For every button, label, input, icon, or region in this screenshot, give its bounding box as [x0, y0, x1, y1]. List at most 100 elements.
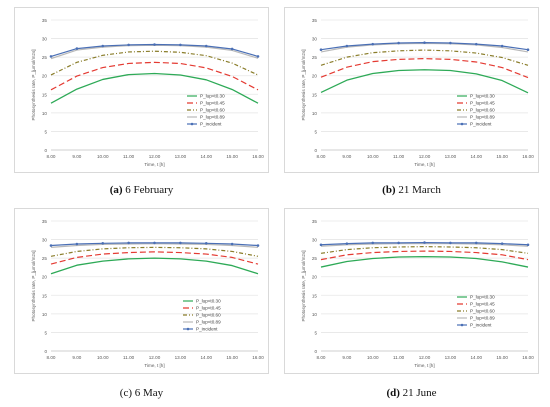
- y-tick-label: 35: [42, 219, 48, 224]
- data-point: [256, 244, 260, 247]
- legend-label: P_lup<t0.30: [470, 295, 495, 300]
- x-tick-label: 9.00: [72, 355, 81, 360]
- caption-a-text: 6 February: [122, 184, 174, 196]
- data-point: [474, 42, 478, 46]
- data-point: [319, 243, 323, 247]
- y-tick-label: 35: [312, 219, 318, 224]
- series-line-1: [320, 69, 529, 94]
- x-tick-label: 10.00: [367, 154, 379, 159]
- x-tick-label: 8.00: [47, 355, 56, 360]
- data-point: [526, 243, 530, 247]
- x-tick-label: 10.00: [97, 355, 109, 360]
- x-tick-label: 9.00: [342, 355, 351, 360]
- legend-label: P_lup<t0.60: [196, 313, 221, 318]
- y-tick-label: 10: [312, 111, 318, 116]
- x-tick-label: 8.00: [317, 154, 326, 159]
- y-tick-label: 10: [312, 312, 318, 317]
- data-point: [204, 44, 208, 48]
- legend-label: P_lup<t0.89: [196, 320, 221, 325]
- caption-b: (b) 21 March: [279, 184, 544, 196]
- caption-b-letter: (b): [382, 184, 396, 196]
- chart-panel-a: 0 5 10 15 20 25 30 35 8.00 9.00 10.00 11.00 12.00 13.…: [14, 7, 269, 173]
- data-point: [449, 41, 452, 45]
- series-line-2: [50, 251, 259, 265]
- y-axis-label: Photosynthesis rate, P_[μmol/m2s]: [301, 49, 306, 120]
- series-line-5: [50, 43, 259, 57]
- y-tick-label: 25: [312, 55, 318, 60]
- y-tick-label: 5: [44, 129, 47, 134]
- legend-label: P_incident: [470, 323, 492, 328]
- y-tick-label: 15: [312, 293, 318, 298]
- series-line-3: [50, 246, 259, 257]
- series-line-2: [50, 61, 259, 91]
- legend-label: P_lup<t0.45: [470, 302, 495, 307]
- data-point: [526, 48, 530, 52]
- x-tick-label: 15.00: [226, 154, 238, 159]
- data-point: [230, 47, 234, 51]
- series-line-1: [50, 72, 259, 104]
- legend-label: P_lup<t0.89: [200, 115, 225, 120]
- series-line-3: [50, 50, 259, 76]
- x-tick-label: 11.00: [393, 154, 405, 159]
- data-point: [179, 241, 182, 245]
- x-tick-label: 11.00: [123, 154, 135, 159]
- caption-b-text: 21 March: [395, 184, 441, 196]
- data-point: [75, 47, 79, 50]
- caption-a-letter: (a): [109, 184, 123, 196]
- y-tick-label: 0: [44, 148, 47, 153]
- x-tick-label: 16.00: [522, 154, 534, 159]
- chart-panel-b: 0 5 10 15 20 25 30 35 8.00 9.00 10.00 11.00 12.00 13.…: [284, 7, 539, 173]
- y-tick-label: 20: [42, 74, 48, 79]
- x-tick-label: 9.00: [72, 154, 81, 159]
- data-point: [179, 43, 182, 47]
- x-tick-label: 14.00: [201, 154, 213, 159]
- x-tick-label: 8.00: [47, 154, 56, 159]
- y-tick-label: 25: [42, 256, 48, 261]
- data-point: [345, 242, 349, 245]
- legend-label: P_incident: [200, 122, 222, 127]
- chart-svg-b: 0 5 10 15 20 25 30 35 8.00 9.00 10.00 11.00 12.00 13.…: [301, 18, 534, 167]
- legend-label: P_lup<t0.89: [470, 316, 495, 321]
- x-tick-label: 14.00: [471, 355, 483, 360]
- series-line-2: [320, 58, 529, 79]
- data-point: [474, 241, 478, 245]
- data-point: [371, 241, 375, 245]
- caption-d-letter: (d): [386, 387, 400, 399]
- chart-svg-a: 0 5 10 15 20 25 30 35 8.00 9.00 10.00 11.00 12.00 13.…: [31, 18, 264, 167]
- y-axis-label: Photosynthesis rate, P_[μmol/m2s]: [31, 49, 36, 120]
- chart-panel-d: 0 5 10 15 20 25 30 35 8.00 9.00 10.00 11.00 12.00 13.…: [284, 208, 539, 374]
- legend-label: P_lup<t0.30: [196, 299, 221, 304]
- x-axis-label: Time, t [h]: [144, 162, 164, 167]
- x-tick-label: 12.00: [149, 355, 161, 360]
- chart-svg-d: 0 5 10 15 20 25 30 35 8.00 9.00 10.00 11.00 12.00 13.…: [301, 219, 534, 368]
- caption-a: (a) 6 February: [9, 184, 274, 196]
- y-tick-label: 5: [44, 330, 47, 335]
- legend-label: P_lup<t0.89: [470, 115, 495, 120]
- x-tick-label: 13.00: [445, 355, 457, 360]
- series-line-1: [50, 257, 259, 275]
- data-point: [204, 241, 208, 245]
- data-point: [127, 43, 130, 47]
- x-tick-label: 12.00: [419, 154, 431, 159]
- data-point: [230, 242, 234, 246]
- data-point: [49, 244, 53, 247]
- data-point: [371, 42, 375, 46]
- y-tick-label: 20: [42, 275, 48, 280]
- legend-marker: [190, 122, 194, 126]
- x-tick-label: 16.00: [252, 355, 264, 360]
- x-tick-label: 8.00: [317, 355, 326, 360]
- y-tick-label: 0: [314, 349, 317, 354]
- y-tick-label: 30: [42, 37, 48, 42]
- data-point: [423, 241, 426, 244]
- x-tick-label: 15.00: [496, 154, 508, 159]
- data-point: [319, 48, 323, 52]
- y-tick-label: 30: [42, 238, 48, 243]
- y-tick-label: 25: [42, 55, 48, 60]
- x-tick-label: 12.00: [149, 154, 161, 159]
- y-tick-label: 20: [312, 275, 318, 280]
- caption-d: (d) 21 June: [279, 387, 544, 399]
- legend-label: P_lup<t0.45: [196, 306, 221, 311]
- chart-svg-c: 0 5 10 15 20 25 30 35 8.00 9.00 10.00 11.00 12.00 13.…: [31, 219, 264, 368]
- x-axis-label: Time, t [h]: [414, 363, 434, 368]
- legend-label: P_lup<t0.45: [200, 101, 225, 106]
